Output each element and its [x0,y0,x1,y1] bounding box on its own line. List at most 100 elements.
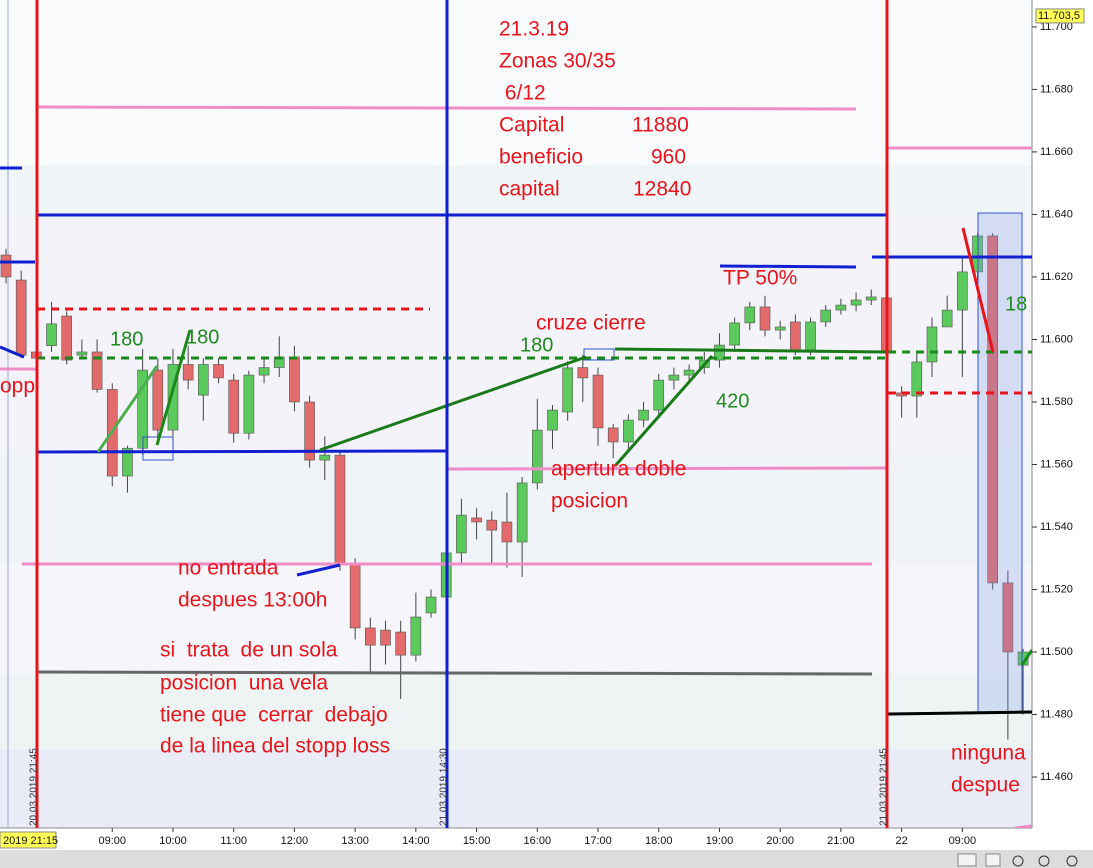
candle-body [729,322,740,346]
candle-body [714,344,725,361]
x-tick-label: 12:00 [281,835,309,847]
candle-body [865,296,877,301]
candle-body [941,309,953,328]
candle-body [15,279,27,356]
annotation: TP 50% [723,267,797,290]
last-price-label: 11.703,5 [1038,10,1080,22]
y-tick-label: 11.700 [1040,21,1073,33]
candle-body [683,369,695,376]
annotation: despues 13:00h [178,589,327,612]
candle-body [198,364,209,396]
candle-body [1002,582,1014,653]
candle-body [152,369,164,431]
annotation: cruze cierre [536,312,646,335]
x-tick-label: 21:00 [827,835,855,847]
info-zones: Zonas 30/35 [499,50,616,73]
info-label: capital [499,178,560,201]
candle-body [744,306,756,324]
candle-body [562,367,573,413]
candle-body [471,517,482,523]
candle-body [46,323,57,347]
candle-body [213,364,224,379]
y-tick-label: 11.580 [1040,396,1073,408]
y-tick-label: 11.600 [1040,333,1073,345]
x-tick-label: 20:00 [766,835,794,847]
candle-body [61,315,73,361]
x-tick-label: 16:00 [524,835,552,847]
candle-body [623,419,634,443]
annotation: si trata de un sola [160,639,338,662]
candle-body [774,326,786,331]
candle-body [91,351,103,390]
annotation: 180 [520,334,553,356]
annotations: 21.3.19 Zonas 30/35 6/12 Capital 11880 b… [0,18,1027,849]
scrollbar [0,850,1093,868]
y-tick-label: 11.560 [1040,458,1073,470]
x-tick-label: 19:00 [706,835,734,847]
candle-body [911,361,923,397]
annotation: tiene que cerrar debajo [160,704,388,727]
x-tick-label: 15:00 [463,835,491,847]
candle-body [167,364,179,431]
annotation: apertura doble [551,458,686,481]
candle-body [668,374,680,381]
annotation: 18 [1005,293,1027,315]
candle-body [76,351,88,356]
candle-body [926,326,938,363]
annotation: 180 [110,328,143,350]
candle-body [289,356,300,403]
annotation: 420 [716,390,749,412]
vertical-date: 21.03.2019 14:30 [439,748,450,826]
annotation: 180 [186,326,219,348]
x-tick-label: 18:00 [645,835,673,847]
candle-body [243,374,255,434]
last-price-box [1035,8,1085,24]
x-tick-label: 13:00 [341,835,369,847]
info-value: 12840 [633,178,691,201]
y-tick-label: 11.460 [1040,771,1073,783]
candle-body [835,304,847,311]
info-ratio: 6/12 [499,82,546,105]
candle-body [577,367,589,379]
candle-body [456,514,467,554]
x-tick-label: 09:00 [98,835,126,847]
x-tick-label: 09:00 [949,835,977,847]
x-tick-label: 22 [895,835,907,847]
candle-body [592,374,604,429]
vertical-date: 21.03.2019 21:45 [879,748,890,826]
candle-body [653,379,665,411]
y-tick-label: 11.480 [1040,708,1073,720]
info-value: 11880 [632,114,689,137]
drawings [0,0,1032,828]
candle-body [319,454,331,461]
y-tick-label: 11.640 [1040,208,1073,220]
y-tick-label: 11.520 [1040,583,1073,595]
candle-body [607,427,619,443]
annotation: de la linea del stopp loss [160,735,390,758]
candle-body [486,519,498,531]
candle-body [258,367,270,376]
info-label: beneficio [499,146,583,169]
x-tick-label: 14:00 [402,835,430,847]
candle-body [759,306,771,331]
candle-body [547,409,558,431]
info-value: 960 [651,146,686,169]
y-tick-label: 11.660 [1040,146,1073,158]
y-tick-label: 11.500 [1040,646,1073,658]
vertical-date: 20.03.2019 21:45 [29,748,40,826]
info-label: Capital [499,114,564,137]
info-date: 21.3.19 [499,18,569,41]
candle-body [425,596,437,614]
candle-body [638,409,649,421]
cursor-label: 2019 21:15 [3,835,58,847]
annotation: posicion [551,490,628,513]
candle-body [516,482,528,543]
annotation: posicion una vela [160,672,328,695]
candle-body [531,429,543,484]
axes: 11.460 11.480 11.500 11.520 11.540 11.560 11.5… [98,8,1085,847]
annotation: despue [951,774,1020,797]
candle-body [410,616,422,656]
y-tick-label: 11.680 [1040,83,1073,95]
candle-body [395,631,406,656]
